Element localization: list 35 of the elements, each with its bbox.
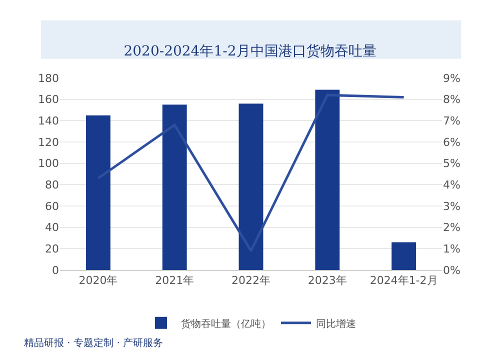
y2-tick-label: 3% xyxy=(443,200,460,213)
y2-tick-label: 9% xyxy=(443,72,460,85)
line-series xyxy=(96,94,406,252)
x-tick-label: 2024年1-2月 xyxy=(370,274,438,288)
y-tick-label: 20 xyxy=(45,242,59,256)
chart-title: 2020-2024年1-2月中国港口货物吞吐量 xyxy=(124,44,376,60)
y2-tick-label: 4% xyxy=(443,178,460,192)
y2-tick-label: 0% xyxy=(443,264,460,277)
y2-tick-label: 6% xyxy=(443,136,460,149)
y-tick-label: 120 xyxy=(38,136,59,149)
x-tick-label: 2021年 xyxy=(155,274,194,288)
bar xyxy=(315,90,340,270)
y-tick-label: 180 xyxy=(38,72,59,85)
y2-tick-label: 1% xyxy=(443,242,460,256)
bar xyxy=(238,104,264,270)
bar xyxy=(86,115,110,270)
y-tick-label: 140 xyxy=(38,114,59,128)
text: 精品研报 · 专题定制 · 产研服务 xyxy=(24,337,164,349)
y2-tick-label: 5% xyxy=(443,157,460,170)
y2-tick-label: 2% xyxy=(443,221,460,234)
y-tick-label: 40 xyxy=(45,221,59,234)
bar xyxy=(162,104,187,270)
bar xyxy=(392,242,416,270)
y-tick-label: 0 xyxy=(52,264,59,277)
legend-label: 货物吞吐量（亿吨） xyxy=(181,318,271,330)
y2-tick-label: 8% xyxy=(443,93,460,106)
legend-label: 同比增速 xyxy=(316,318,356,330)
x-tick-label: 2020年 xyxy=(78,274,118,288)
x-tick-label: 2023年 xyxy=(308,274,347,288)
x-tick-label: 2022年 xyxy=(232,274,270,288)
y-tick-label: 160 xyxy=(38,93,59,106)
y-tick-label: 60 xyxy=(45,200,59,213)
y2-tick-label: 7% xyxy=(443,114,460,128)
y-tick-label: 80 xyxy=(45,178,59,192)
y-tick-label: 100 xyxy=(38,157,59,170)
